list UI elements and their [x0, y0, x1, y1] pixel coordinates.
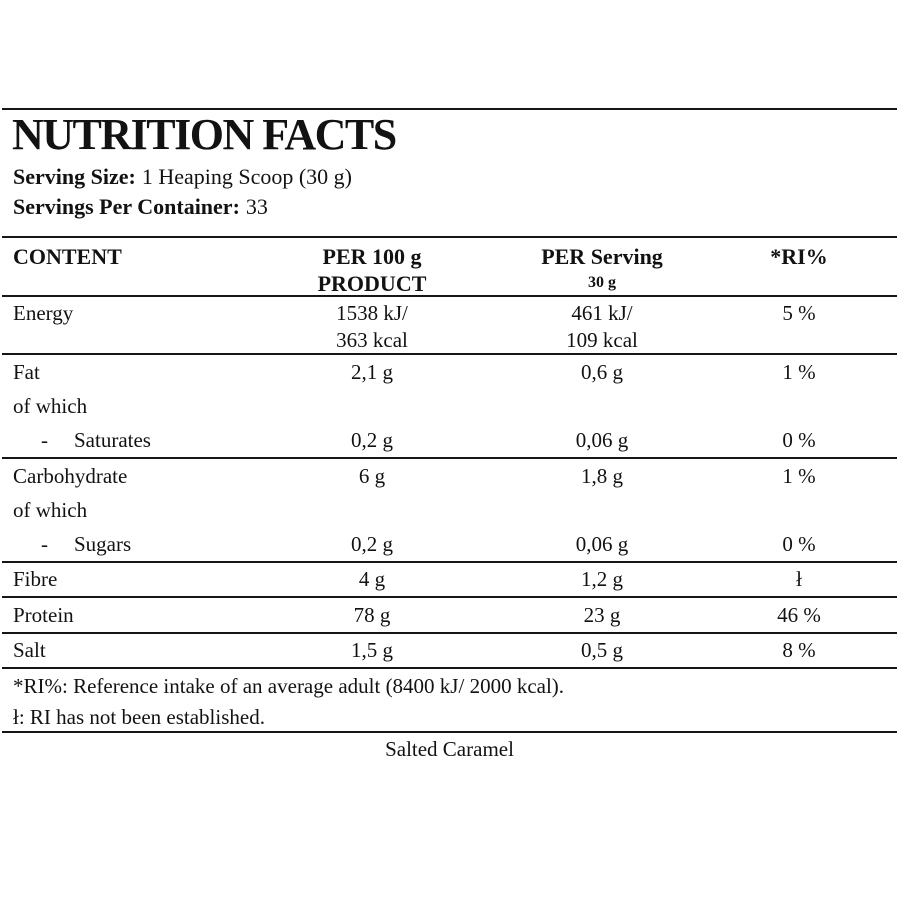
servings-per-container-label: Servings Per Container:: [13, 194, 240, 219]
servings-per-container-value: 33: [245, 194, 268, 219]
cell-per-serving: 0,5 g: [581, 638, 623, 662]
row-of-which-carb: of which: [2, 493, 897, 527]
nutrient-name: Fibre: [13, 567, 58, 591]
nutrient-name: - Sugars: [2, 532, 257, 557]
energy-per-serving-kj: 461 kJ/: [571, 301, 633, 325]
column-header-ri-percent: *RI%: [770, 244, 828, 269]
cell-ri-percent: 1 %: [782, 359, 816, 384]
cell-per-100g: 0,2 g: [351, 531, 393, 556]
nutrient-name: Carbohydrate: [13, 463, 128, 488]
nutrient-name: - Saturates: [2, 428, 257, 453]
cell-per-100g: 2,1 g: [351, 359, 393, 384]
gap: [2, 222, 897, 236]
serving-size-label: Serving Size:: [13, 164, 136, 189]
cell-per-serving: 1,8 g: [581, 463, 623, 488]
cell-per-100g: 6 g: [358, 463, 386, 488]
cell-per-serving: 461 kJ/ 109 kcal: [487, 300, 717, 354]
cell-per-serving: 0,6 g: [581, 359, 623, 384]
cell-per-100g: 78 g: [353, 602, 391, 627]
row-fibre: Fibre 4 g 1,2 g ł: [2, 563, 897, 598]
of-which-label: of which: [13, 497, 88, 522]
row-carbohydrate: Carbohydrate 6 g 1,8 g 1 %: [2, 459, 897, 493]
sub-item-name: Sugars: [74, 531, 132, 556]
divider-top: [2, 108, 897, 110]
column-header-content: CONTENT: [13, 244, 122, 269]
flavor-name: Salted Caramel: [385, 737, 514, 761]
row-salt: Salt 1,5 g 0,5 g 8 %: [2, 634, 897, 669]
row-saturates: - Saturates 0,2 g 0,06 g 0 %: [2, 423, 897, 457]
cell-per-serving: 0,06 g: [575, 531, 629, 556]
cell-per-100g: 1538 kJ/ 363 kcal: [257, 300, 487, 354]
footnote-ri-not-established: ł: RI has not been established.: [13, 705, 265, 729]
energy-per-100g-kcal: 363 kcal: [336, 328, 408, 352]
nutrition-facts-title: NUTRITION FACTS: [12, 110, 397, 159]
footnotes: *RI%: Reference intake of an average adu…: [2, 669, 897, 733]
column-header-per-100g: PER 100 g PRODUCT: [257, 243, 487, 297]
row-of-which-fat: of which: [2, 389, 897, 423]
nutrient-name: Protein: [13, 602, 74, 627]
cell-ri-percent: 5 %: [782, 301, 816, 325]
label-sheet: NUTRITION FACTS Serving Size: 1 Heaping S…: [2, 108, 897, 765]
footnote-reference-intake: *RI%: Reference intake of an average adu…: [13, 674, 565, 698]
column-header-per-100g-line1: PER 100 g: [322, 244, 422, 269]
cell-per-100g: 4 g: [358, 567, 386, 591]
nutrient-name: Fat: [13, 359, 40, 384]
energy-per-100g-kj: 1538 kJ/: [336, 301, 408, 325]
group-carbohydrate: Carbohydrate 6 g 1,8 g 1 % of which - Sug…: [2, 459, 897, 563]
row-sugars: - Sugars 0,2 g 0,06 g 0 %: [2, 527, 897, 561]
sub-item-dash: -: [41, 427, 48, 452]
cell-ri-percent: 0 %: [782, 427, 816, 452]
cell-ri-percent: 46 %: [777, 602, 821, 627]
serving-size-line: Serving Size: 1 Heaping Scoop (30 g): [2, 162, 897, 192]
sub-item-dash: -: [41, 531, 48, 556]
nutrient-name: Energy: [13, 301, 74, 325]
cell-per-100g: 1,5 g: [351, 638, 393, 662]
energy-per-serving-kcal: 109 kcal: [566, 328, 638, 352]
cell-per-serving: 0,06 g: [575, 427, 629, 452]
column-header-per-serving: PER Serving 30 g: [487, 243, 717, 297]
table-header-row: CONTENT PER 100 g PRODUCT PER Serving 30…: [2, 238, 897, 297]
column-header-per-serving-line1: PER Serving: [541, 244, 663, 269]
column-header-per-serving-line2: 30 g: [588, 274, 616, 291]
row-fat: Fat 2,1 g 0,6 g 1 %: [2, 355, 897, 389]
top-whitespace: [0, 0, 910, 108]
cell-per-serving: 23 g: [583, 602, 621, 627]
of-which-label: of which: [13, 393, 88, 418]
sub-item-name: Saturates: [74, 427, 151, 452]
row-protein: Protein 78 g 23 g 46 %: [2, 598, 897, 634]
servings-per-container-line: Servings Per Container: 33: [2, 192, 897, 222]
cell-ri-percent: 8 %: [782, 638, 816, 662]
cell-per-100g: 0,2 g: [351, 427, 393, 452]
nutrient-name: Salt: [13, 638, 46, 662]
group-fat: Fat 2,1 g 0,6 g 1 % of which - Saturates …: [2, 355, 897, 459]
cell-ri-not-established: ł: [796, 567, 802, 591]
cell-ri-percent: 0 %: [782, 531, 816, 556]
cell-ri-percent: 1 %: [782, 463, 816, 488]
serving-size-value: 1 Heaping Scoop (30 g): [141, 164, 353, 189]
column-header-per-100g-line2: PRODUCT: [317, 271, 427, 296]
divider-above-table: [2, 236, 897, 238]
cell-per-serving: 1,2 g: [581, 567, 623, 591]
row-energy: Energy 1538 kJ/ 363 kcal 461 kJ/ 109 kca…: [2, 297, 897, 355]
